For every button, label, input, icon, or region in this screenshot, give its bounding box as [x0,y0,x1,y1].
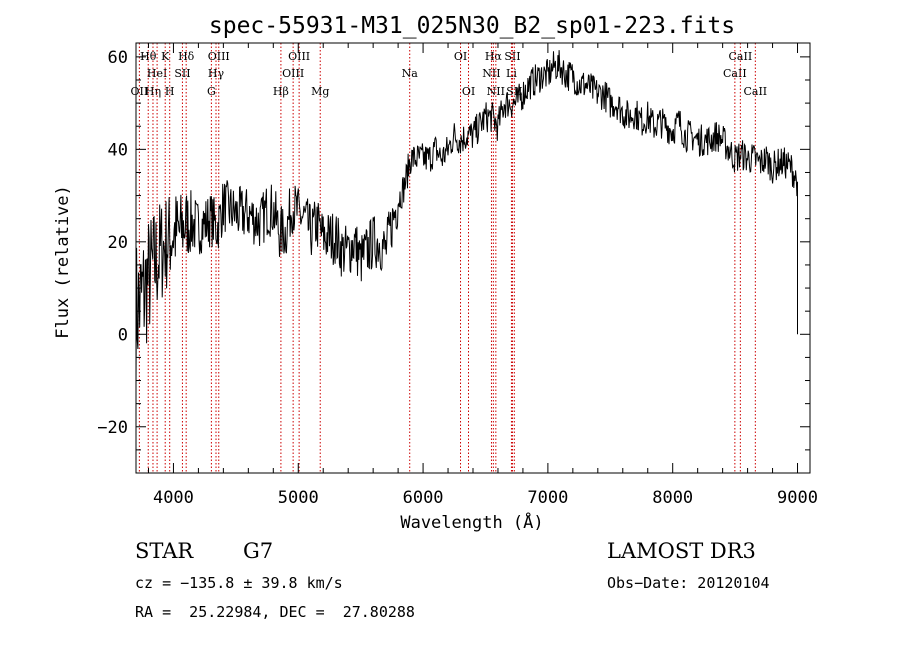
y-tick-label: −20 [97,418,128,438]
y-axis-label: Flux (relative) [53,185,73,339]
spectral-line-label: CaII [743,85,767,98]
observation-date: Obs−Date: 20120104 [607,574,770,592]
spectral-line-label: Hγ [208,67,225,80]
spectral-line-label: Hβ [273,85,289,98]
object-subclass: G7 [243,539,274,563]
spectral-line-label: G [207,85,216,98]
spectral-line-label: HeI [147,67,167,80]
redshift-cz: cz = −135.8 ± 39.8 km/s [135,574,343,592]
spectral-line-label: OI [462,85,475,98]
object-class: STAR [135,539,194,563]
spectral-line-label: Hη [145,85,161,98]
y-tick-label: 0 [118,325,128,345]
y-tick-label: 60 [108,48,128,68]
flux-series-line [135,50,798,386]
x-tick-label: 7000 [527,488,568,508]
spectral-line-label: SII [174,67,190,80]
spectral-line-label: SII [504,50,520,63]
spectral-line-label: Hθ [140,50,157,63]
x-tick-label: 6000 [403,488,444,508]
x-tick-label: 8000 [652,488,693,508]
y-tick-label: 40 [108,140,128,160]
spectral-line-label: NII [482,67,500,80]
plot-frame [135,42,811,474]
spectral-line-label: Li [506,67,517,80]
spectral-line-label: K [161,50,170,63]
x-tick-label: 9000 [777,488,818,508]
spectral-line-label: Hα [485,50,503,63]
y-tick-label: 20 [108,233,128,253]
spectral-line-label: OIII [208,50,230,63]
spectral-line-label: Mg [311,85,329,98]
chart-title: spec-55931-M31_025N30_B2_sp01-223.fits [209,13,735,39]
spectral-line-label: OIII [282,67,304,80]
spectral-line-label: CaII [723,67,747,80]
axis-ticks: 4000 5000 6000 7000 8000 9000 −20 0 20 40 60 [97,43,818,508]
x-axis-label: Wavelength (Å) [400,511,543,533]
spectral-line-label: OII [131,85,149,98]
coordinates: RA = 25.22984, DEC = 27.80288 [135,603,415,621]
survey-name: LAMOST DR3 [607,539,756,563]
x-tick-label: 5000 [278,488,319,508]
spectral-lines: OII Hθ Hη HeI K H SII Hδ G Hγ OIII Hβ OIII OIII Mg Na OI… [131,43,767,473]
spectral-line-label: H [165,85,175,98]
x-tick-label: 4000 [153,488,194,508]
spectral-line-label: Na [402,67,419,80]
spectral-line-label: OI [454,50,467,63]
spectral-line-label: CaII [729,50,753,63]
spectral-line-label: Hδ [178,50,195,63]
spectral-line-label: NII [487,85,505,98]
spectral-line-label: OIII [288,50,310,63]
